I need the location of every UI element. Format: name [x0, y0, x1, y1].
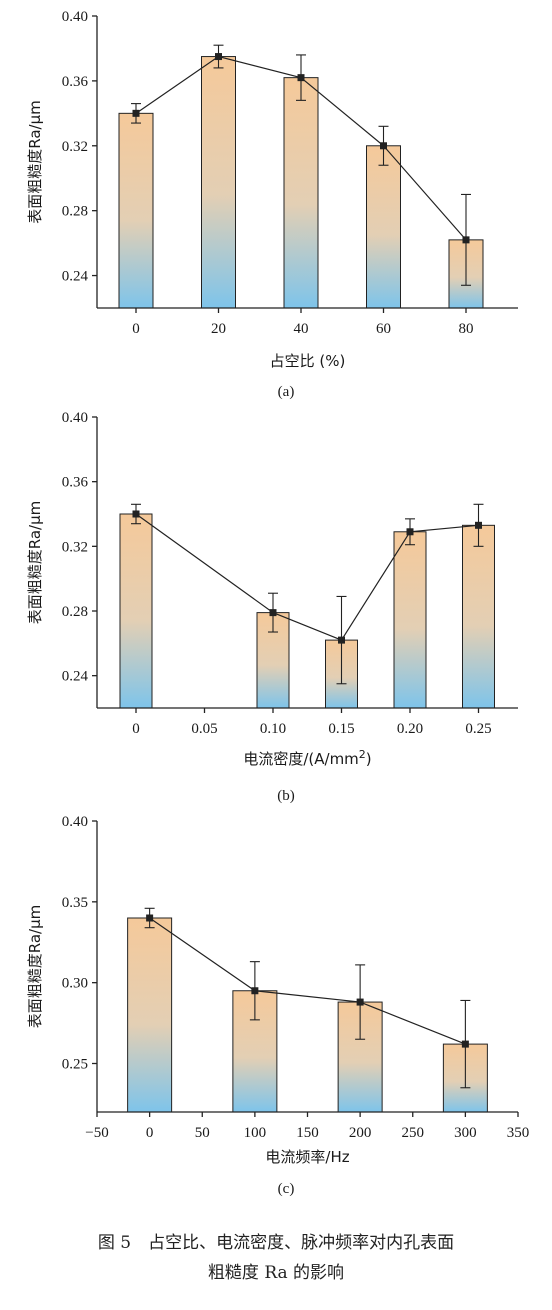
panel-c-ytick-label-4: 0.40: [62, 814, 88, 830]
panel-a-bar-4: [366, 145, 401, 309]
panel-b-subplot-label: (b): [277, 788, 295, 804]
panel-b-ytick-label-4: 0.36: [62, 475, 89, 491]
panel-b-bar-1: [119, 513, 153, 709]
panel-b-xtick-label-4: 0.15: [328, 721, 354, 737]
panel-a-bar-3: [283, 77, 319, 309]
panel-c-y-axis-label: 表面粗糙度Ra/μm: [26, 905, 44, 1029]
panel-a-ytick-label-1: 0.24: [62, 269, 89, 285]
panel-a-group: 0.24 0.28 0.32 0.36 0.40 0 20 40 60 80 占空比 (%) 表面粗糙…: [26, 9, 518, 400]
panel-a-marker-4: [380, 142, 387, 150]
panel-b-xtick-label-2: 0.05: [191, 721, 217, 737]
panel-b-bar-4: [393, 531, 427, 709]
panel-a-bar-2: [201, 56, 236, 309]
panel-c-group: 0.25 0.30 0.35 0.40 −50 0 50 100 150 200 250 300 350…: [26, 814, 529, 1197]
panel-a-y-axis-label: 表面粗糙度Ra/μm: [26, 100, 44, 224]
panel-a-ytick-label-4: 0.36: [62, 74, 89, 90]
panel-c-x-axis-label: 电流频率/Hz: [265, 1148, 349, 1166]
panel-c-marker-4: [461, 1040, 469, 1048]
panel-a-marker-5: [462, 236, 470, 244]
panel-c-ytick-label-3: 0.35: [62, 895, 88, 911]
panel-a-xtick-label-5: 80: [459, 321, 474, 337]
panel-a-xtick-label-4: 60: [376, 321, 391, 337]
figure-caption-line2: 粗糙度 Ra 的影响: [207, 1263, 345, 1283]
panel-b-marker-1: [132, 510, 140, 518]
panel-b-xtick-label-3: 0.10: [260, 721, 286, 737]
panel-b-y-axis-label: 表面粗糙度Ra/μm: [26, 501, 44, 625]
panel-c-xtick-label-5: 150: [296, 1125, 319, 1141]
panel-a-subplot-label: (a): [278, 384, 295, 400]
panel-c-marker-2: [251, 987, 259, 995]
panel-c-xtick-label-1: −50: [85, 1125, 108, 1141]
panel-a-marker-2: [215, 53, 222, 61]
panel-b-ytick-label-1: 0.24: [62, 669, 89, 685]
panel-a-ytick-label-5: 0.40: [62, 9, 88, 25]
panel-b-group: 0.24 0.28 0.32 0.36 0.40 0 0.05 0.10 0.15 0.20 0.2…: [26, 410, 518, 804]
panel-c-xtick-label-6: 200: [349, 1125, 372, 1141]
panel-b-xtick-label-5: 0.20: [397, 721, 423, 737]
panel-b-ytick-label-2: 0.28: [62, 604, 88, 620]
panel-a-x-axis-label: 占空比 (%): [270, 352, 346, 370]
panel-b-xtick-label-1: 0: [132, 721, 140, 737]
panel-a-xtick-label-3: 40: [294, 321, 309, 337]
panel-b-marker-3: [338, 636, 345, 644]
panel-c-subplot-label: (c): [278, 1181, 295, 1197]
panel-a-bar-1: [118, 112, 154, 309]
panel-b-xtick-label-6: 0.25: [465, 721, 491, 737]
panel-c-marker-1: [146, 914, 154, 922]
panel-a-ytick-label-2: 0.28: [62, 204, 88, 220]
panel-c-xtick-label-3: 50: [195, 1125, 210, 1141]
panel-b-marker-5: [475, 521, 482, 529]
panel-b-x-axis-label: 电流密度/(A/mm2): [243, 748, 371, 768]
panel-c-xtick-label-4: 100: [244, 1125, 267, 1141]
panel-a-marker-3: [297, 74, 305, 82]
panel-b-marker-2: [269, 609, 277, 617]
panel-a-xtick-label-1: 0: [132, 321, 140, 337]
panel-b-marker-4: [406, 528, 414, 536]
figure-caption-line1: 图 5 占空比、电流密度、脉冲频率对内孔表面: [97, 1233, 455, 1253]
panel-c-xtick-label-2: 0: [146, 1125, 154, 1141]
panel-c-ytick-label-2: 0.30: [62, 976, 88, 992]
panel-c-series-line: [149, 917, 466, 1045]
panel-c-xtick-label-8: 300: [454, 1125, 477, 1141]
panel-a-ytick-label-3: 0.32: [62, 139, 88, 155]
panel-b-series-line: [135, 513, 479, 641]
panel-c-marker-3: [356, 998, 364, 1006]
panel-c-ytick-label-1: 0.25: [62, 1057, 88, 1073]
panel-a-xtick-label-2: 20: [211, 321, 226, 337]
panel-b-ytick-label-5: 0.40: [62, 410, 88, 426]
panel-b-bar-5: [462, 524, 495, 709]
panel-c-xtick-label-9: 350: [507, 1125, 530, 1141]
panel-c-bar-1: [127, 917, 173, 1113]
panel-c-xtick-label-7: 250: [402, 1125, 425, 1141]
panel-b-ytick-label-3: 0.32: [62, 539, 88, 555]
panel-a-marker-1: [132, 109, 140, 117]
